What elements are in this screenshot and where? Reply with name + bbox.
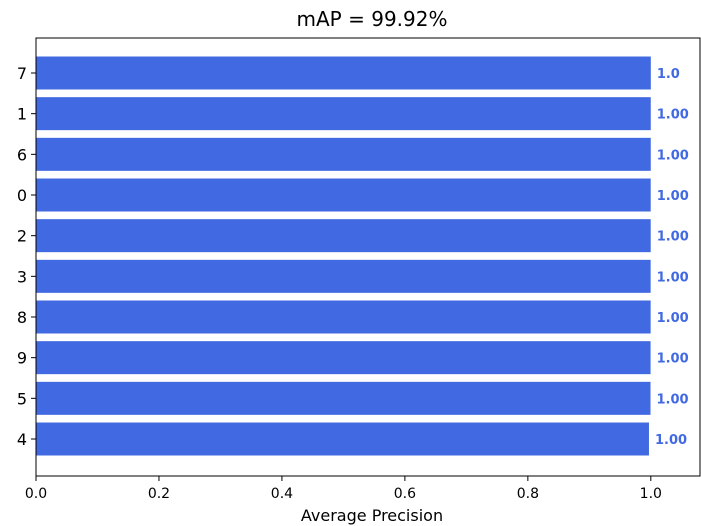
x-axis: 0.0 0.2 0.4 0.6 0.8 1.0 (25, 476, 662, 502)
y-tick-label-4: 4 (17, 430, 27, 449)
data-label-2: 1.00 (657, 230, 689, 245)
bar-3 (36, 259, 651, 293)
data-label-1: 1.00 (657, 108, 689, 123)
data-label-3: 1.00 (657, 270, 689, 285)
x-tick-label-0.0: 0.0 (25, 486, 47, 502)
y-tick-label-8: 8 (17, 308, 27, 327)
bar-9 (36, 341, 651, 375)
x-tick-label-1.0: 1.0 (640, 486, 662, 502)
y-tick-label-2: 2 (17, 227, 27, 246)
chart-title: mAP = 99.92% (297, 7, 448, 31)
y-tick-label-7: 7 (17, 64, 27, 83)
bar-0 (36, 178, 651, 212)
bar-6 (36, 137, 651, 171)
y-tick-label-9: 9 (17, 349, 27, 368)
plot-frame (35, 37, 701, 477)
y-tick-label-6: 6 (17, 145, 27, 164)
bar-1 (36, 97, 651, 131)
bar-2 (36, 219, 651, 253)
x-tick-label-0.2: 0.2 (148, 486, 170, 502)
data-labels-group: 1.0 1.00 1.00 1.00 1.00 1.00 1.00 1.00 1.00 1.00 (655, 67, 689, 448)
data-label-0: 1.00 (657, 189, 689, 204)
x-tick-label-0.6: 0.6 (394, 486, 416, 502)
y-tick-label-1: 1 (17, 105, 27, 124)
data-label-9: 1.00 (657, 352, 689, 367)
data-label-4: 1.00 (655, 433, 687, 448)
x-axis-label: Average Precision (301, 506, 443, 525)
data-label-7: 1.0 (657, 67, 680, 82)
data-label-6: 1.00 (657, 148, 689, 163)
bar-8 (36, 300, 651, 334)
data-label-5: 1.00 (657, 392, 689, 407)
bar-7 (36, 56, 651, 90)
bar-5 (36, 381, 651, 415)
y-tick-label-0: 0 (17, 186, 27, 205)
bars-group (36, 56, 651, 456)
data-label-8: 1.00 (657, 311, 689, 326)
bar-4 (36, 422, 649, 456)
y-axis: 7 1 6 0 2 3 8 9 5 4 (17, 64, 36, 449)
x-tick-label-0.8: 0.8 (517, 486, 539, 502)
y-tick-label-5: 5 (17, 389, 27, 408)
x-tick-label-0.4: 0.4 (271, 486, 293, 502)
y-tick-label-3: 3 (17, 267, 27, 286)
